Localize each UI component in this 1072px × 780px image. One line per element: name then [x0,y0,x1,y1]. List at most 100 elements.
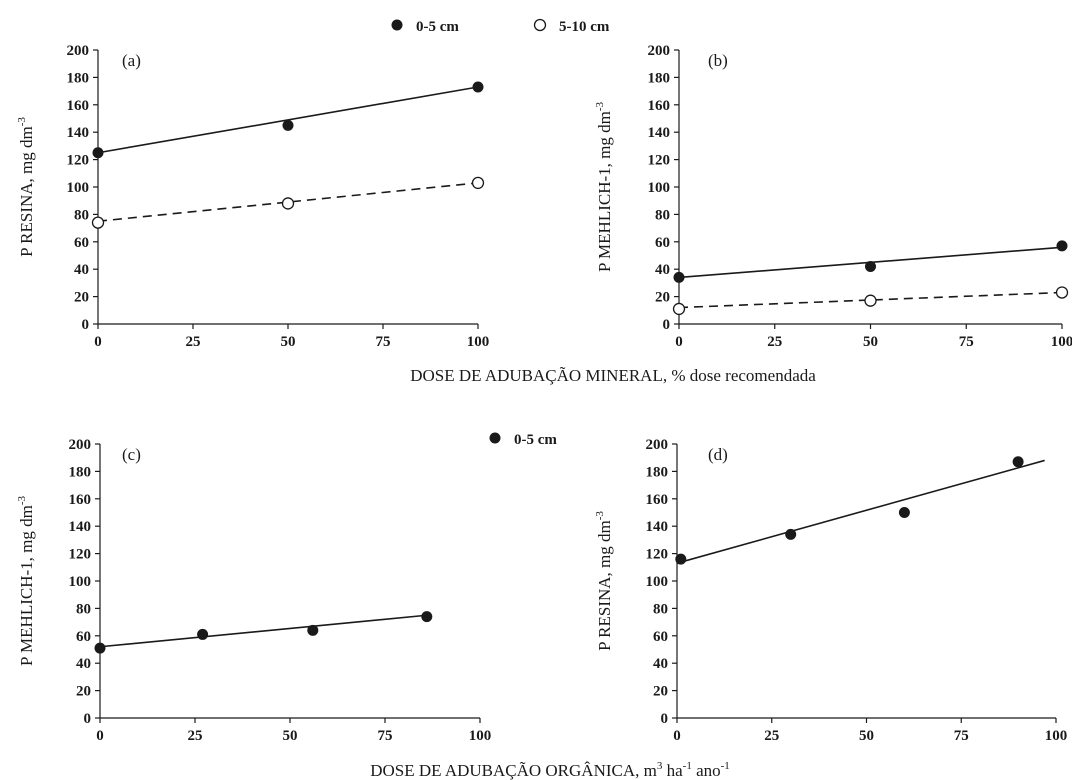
y-tick-label: 80 [76,601,91,617]
y-axis-label-sup: -3 [594,101,606,111]
y-axis-label-sup: -3 [16,117,28,127]
x-tick-label: 50 [283,728,298,744]
x-label-organic-sup2: -1 [683,760,692,772]
y-tick-label: 0 [84,711,92,727]
y-tick-label: 40 [653,656,668,672]
x-tick-label: 100 [469,728,492,744]
x-tick-label: 75 [378,728,393,744]
panel-letter: (a) [122,51,141,70]
data-point-filled [675,553,687,565]
panel-c: 0 20 40 60 80 100 120 140 160 180 200 0 25 50 75 100 (c)… [16,437,491,744]
y-tick-label: 60 [655,235,670,251]
legend-marker-filled [391,19,403,31]
x-tick-label: 0 [96,728,104,744]
y-tick-label: 140 [646,519,669,535]
legend-label-mid-0-5: 0-5 cm [514,432,557,448]
panel-letter: (d) [708,445,728,464]
legend-label-5-10: 5-10 cm [559,19,610,35]
y-axis-label: P MEHLICH-1, mg dm-3 [594,101,614,272]
x-label-organic-sup3: -1 [721,760,730,772]
y-axis-label: P MEHLICH-1, mg dm-3 [16,495,36,666]
x-tick-label: 100 [1045,728,1068,744]
y-tick-label: 120 [69,547,92,563]
y-tick-label: 60 [76,629,91,645]
y-tick-label: 200 [646,437,669,453]
data-point-open [471,176,485,190]
panel-letter: (b) [708,51,728,70]
y-tick-label: 80 [653,601,668,617]
y-tick-label: 40 [655,262,670,278]
y-tick-label: 140 [648,125,671,141]
data-point-filled [197,628,209,640]
data-point-open [281,197,295,210]
fit-line-solid [676,459,1045,564]
fit-line-dashed [678,291,1063,309]
x-tick-label: 100 [467,334,490,350]
data-point-filled [865,260,876,272]
x-tick-label: 50 [859,728,874,744]
legend-marker-filled-mid [489,432,501,444]
fit-line-dashed [97,182,479,223]
x-tick-label: 0 [94,334,102,350]
data-point-filled [785,528,797,540]
y-tick-label: 180 [67,70,90,86]
y-tick-label: 160 [646,492,669,508]
y-axis-label: P RESINA, mg dm-3 [16,117,36,257]
y-tick-label: 80 [655,207,670,223]
x-tick-label: 75 [376,334,391,350]
x-tick-label: 25 [188,728,203,744]
y-tick-label: 20 [653,684,668,700]
data-point-filled [421,611,433,623]
x-tick-label: 50 [863,334,878,350]
y-tick-label: 160 [67,98,90,114]
y-axis-label-main: P RESINA, mg dm [595,520,614,651]
y-tick-label: 40 [76,656,91,672]
y-axis-label-sup: -3 [594,511,606,521]
x-label-organic-prefix: DOSE DE ADUBAÇÃO ORGÂNICA, m [370,761,657,780]
data-point-filled [1056,240,1068,252]
data-point-filled [92,147,104,159]
fit-line-solid [99,614,427,648]
y-tick-label: 200 [67,43,90,59]
data-point-filled [307,624,319,636]
y-tick-label: 40 [74,262,89,278]
y-tick-label: 140 [67,125,90,141]
y-axis-label: P RESINA, mg dm-3 [594,511,614,651]
y-tick-label: 180 [69,464,92,480]
panel-b: 0 20 40 60 80 100 120 140 160 180 200 0 25 50 75 100 (b)… [594,43,1072,350]
x-tick-label: 0 [675,334,683,350]
x-tick-label: 25 [767,334,782,350]
x-tick-label: 25 [764,728,779,744]
data-point-open [91,216,105,229]
data-point-filled [472,81,484,93]
y-tick-label: 180 [646,464,669,480]
x-tick-label: 50 [281,334,296,350]
x-axis-label-organic: DOSE DE ADUBAÇÃO ORGÂNICA, m3 ha-1 ano-1 [370,760,730,780]
y-axis-label-main: P MEHLICH-1, mg dm [17,505,36,666]
x-tick-label: 75 [954,728,969,744]
legend-top: 0-5 cm 5-10 cm [391,18,610,35]
y-tick-label: 200 [69,437,92,453]
panel-letter: (c) [122,445,141,464]
x-tick-label: 0 [673,728,681,744]
x-tick-label: 75 [959,334,974,350]
y-axis-label-sup: -3 [16,495,28,505]
x-label-organic-mid2: ano [692,761,721,780]
y-tick-label: 60 [653,629,668,645]
data-point-filled [673,271,685,283]
y-tick-label: 160 [648,98,671,114]
x-label-organic-mid1: ha [662,761,683,780]
y-tick-label: 120 [646,547,669,563]
y-tick-label: 60 [74,235,89,251]
panel-d: 0 20 40 60 80 100 120 140 160 180 200 0 25 50 75 100 (d)… [594,437,1067,744]
y-tick-label: 80 [74,207,89,223]
x-axis-label-mineral: DOSE DE ADUBAÇÃO MINERAL, % dose recomen… [410,366,816,385]
data-point-filled [898,507,910,518]
y-tick-label: 100 [648,180,671,196]
y-tick-label: 140 [69,519,92,535]
y-tick-label: 20 [655,290,670,306]
y-tick-label: 160 [69,492,92,508]
legend-label-0-5: 0-5 cm [416,19,459,35]
y-tick-label: 180 [648,70,671,86]
